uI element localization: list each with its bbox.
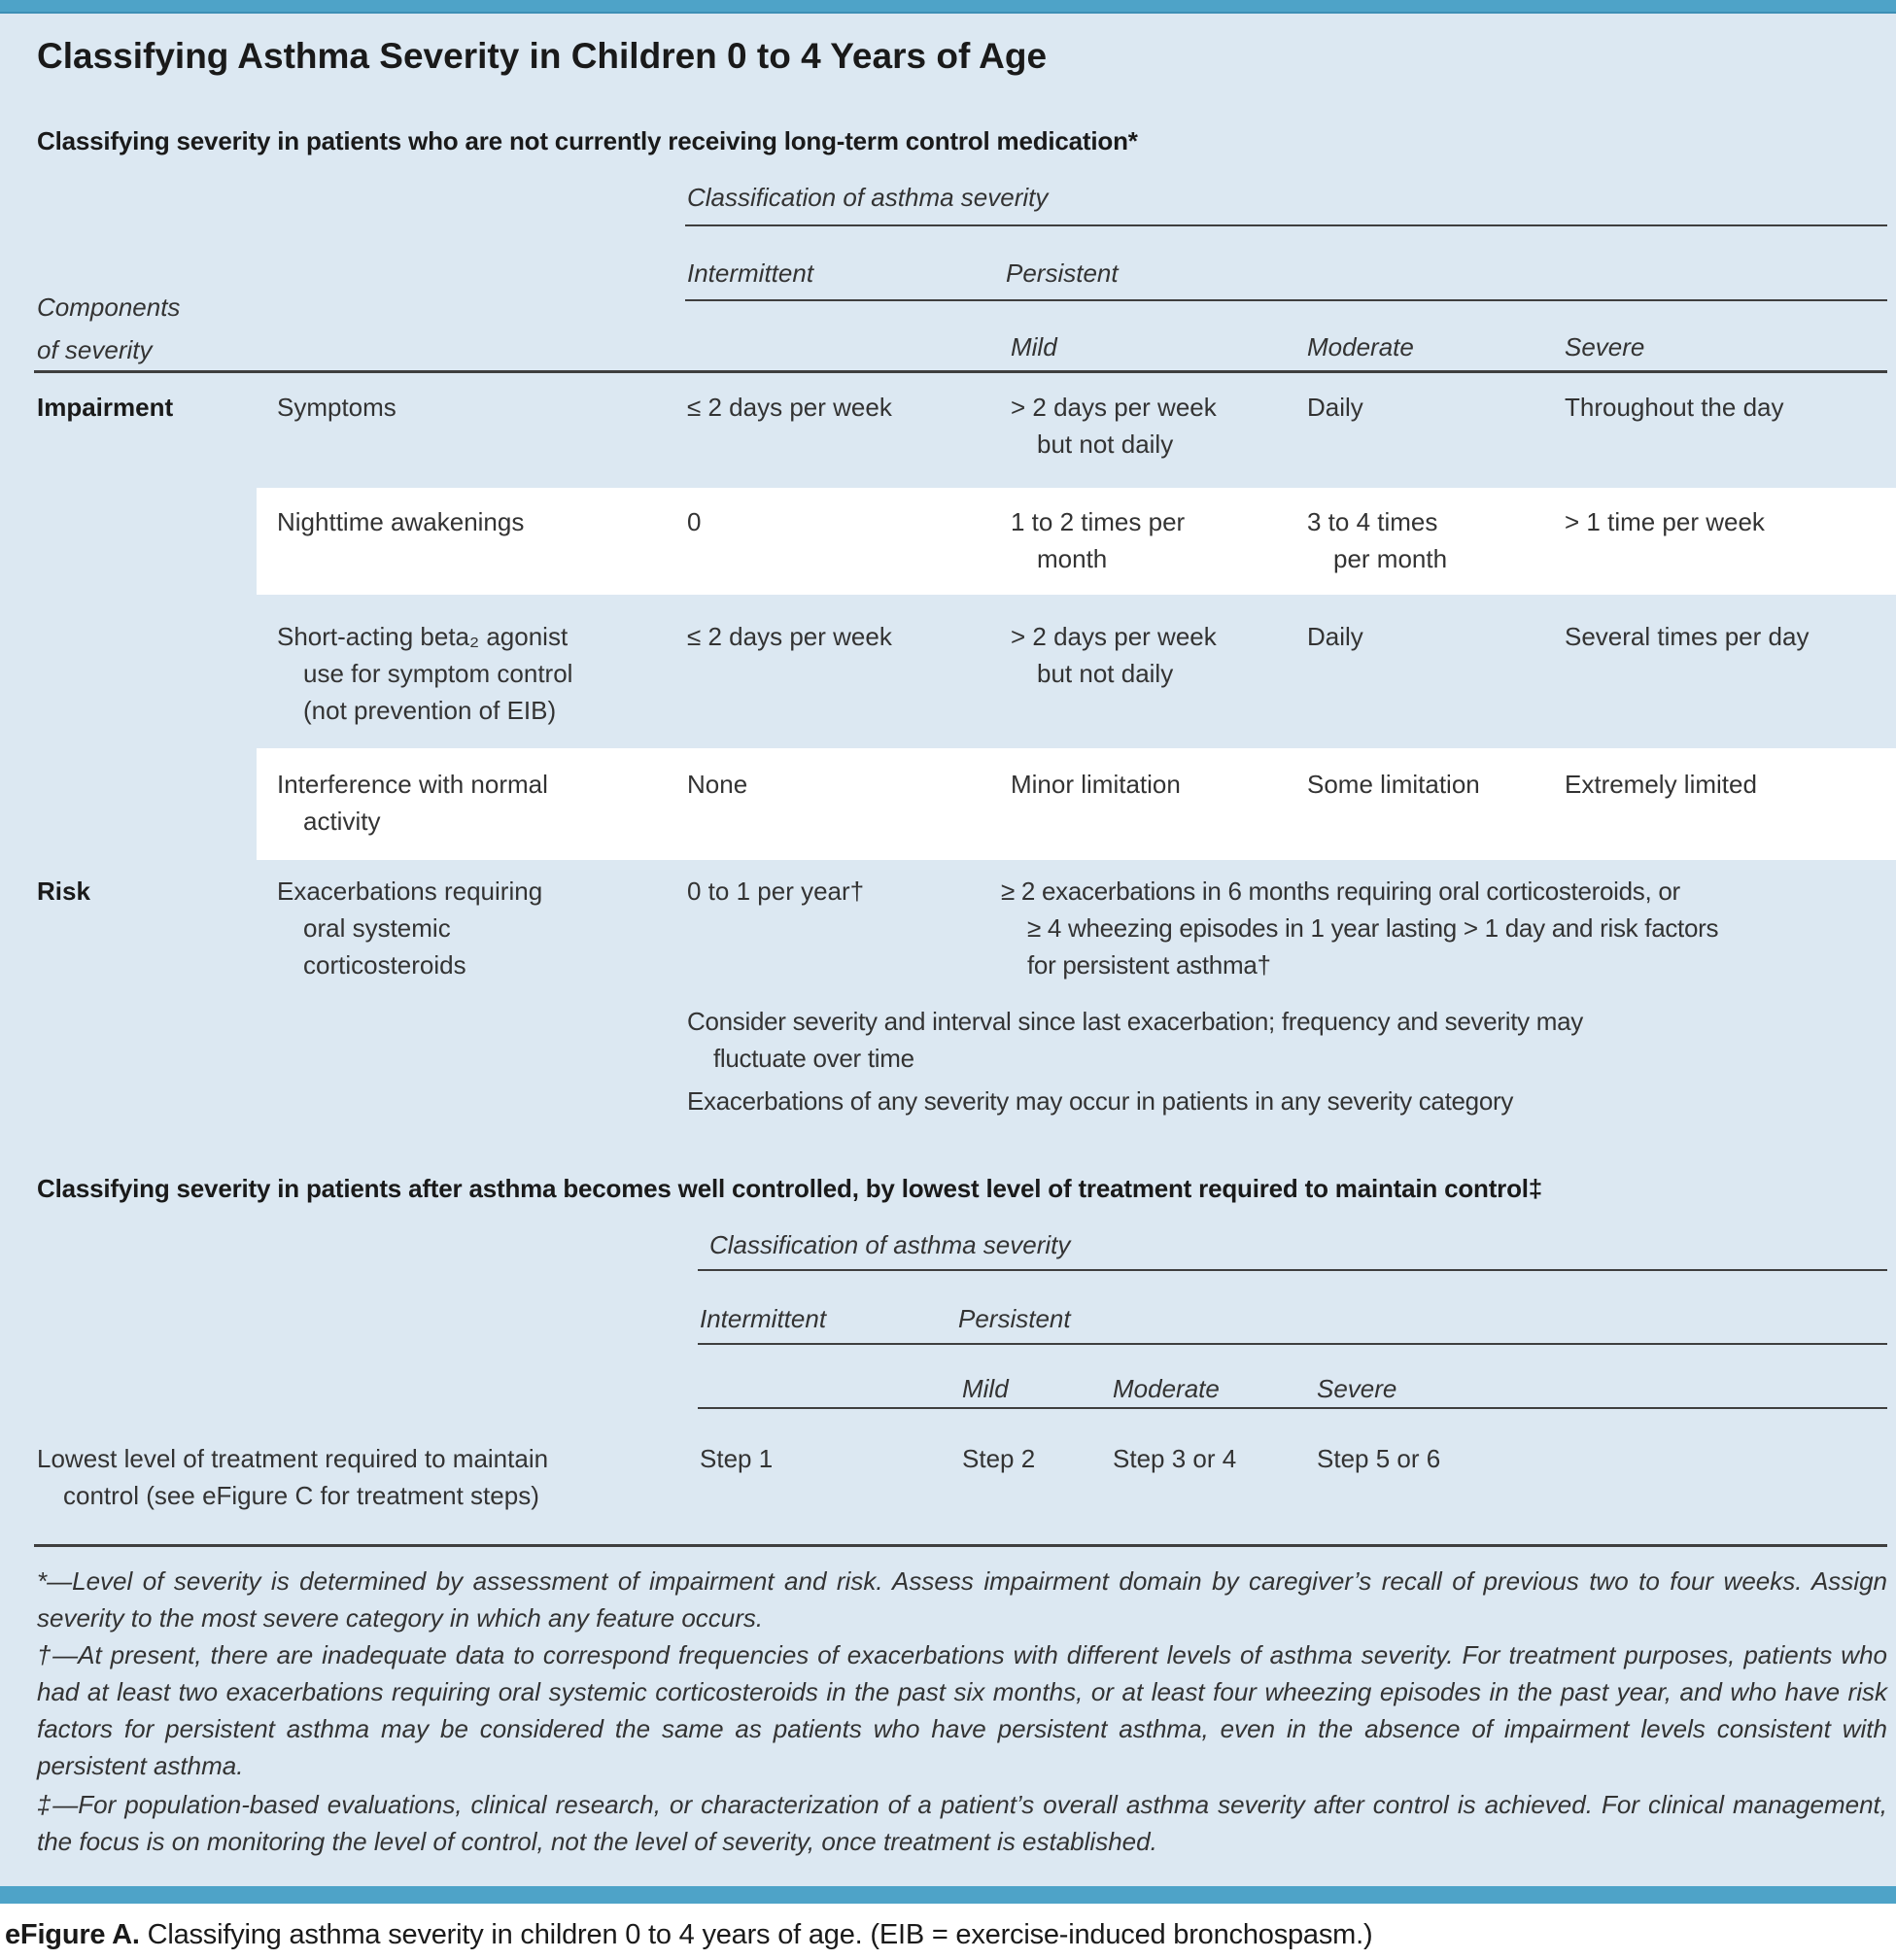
table1-col-moderate: Moderate bbox=[1307, 332, 1414, 361]
figure-caption-text: Classifying asthma severity in children … bbox=[139, 1919, 1373, 1950]
table1-components-label: Components of severity bbox=[37, 292, 181, 364]
row-interference-label: Interference with normal activity bbox=[277, 770, 548, 836]
table2-col-mild: Mild bbox=[962, 1374, 1009, 1403]
footnote-double-dagger: ‡—For population-based evaluations, clin… bbox=[37, 1790, 1887, 1856]
table1-rule-2 bbox=[685, 299, 1887, 301]
row-exacerbations-intermittent: 0 to 1 per year† bbox=[687, 877, 865, 906]
row-band-nighttime bbox=[257, 488, 1896, 595]
figure-caption: eFigure A. Classifying asthma severity i… bbox=[5, 1916, 1373, 1953]
treatment-row-label: Lowest level of treatment required to ma… bbox=[37, 1444, 549, 1510]
table1-col-intermittent: Intermittent bbox=[687, 258, 814, 288]
treatment-moderate: Step 3 or 4 bbox=[1113, 1444, 1237, 1473]
section1-heading: Classifying severity in patients who are… bbox=[37, 126, 1138, 155]
section2-heading: Classifying severity in patients after a… bbox=[37, 1174, 1543, 1203]
table2-header-rule bbox=[698, 1407, 1887, 1409]
bottom-accent-bar bbox=[0, 1886, 1896, 1904]
row-nighttime-moderate: 3 to 4 times per month bbox=[1307, 507, 1448, 573]
figure-panel bbox=[0, 14, 1896, 1886]
row-saba-moderate: Daily bbox=[1307, 622, 1363, 651]
risk-note-2: Exacerbations of any severity may occur … bbox=[687, 1086, 1514, 1116]
row-saba-mild: > 2 days per week but not daily bbox=[1011, 622, 1217, 688]
table1-col-severe: Severe bbox=[1565, 332, 1645, 361]
treatment-intermittent: Step 1 bbox=[700, 1444, 774, 1473]
footnote-dagger: †—At present, there are inadequate data … bbox=[37, 1640, 1887, 1780]
row-interference-intermittent: None bbox=[687, 770, 748, 799]
top-accent-bar bbox=[0, 0, 1896, 14]
row-nighttime-label: Nighttime awakenings bbox=[277, 507, 525, 536]
row-exacerbations-label: Exacerbations requiring oral systemic co… bbox=[277, 877, 543, 980]
row-saba-severe: Several times per day bbox=[1565, 622, 1810, 651]
row-saba-label: Short-acting beta₂ agonist use for sympt… bbox=[277, 622, 573, 725]
row-band-interference bbox=[257, 748, 1896, 860]
row-nighttime-mild: 1 to 2 times per month bbox=[1011, 507, 1186, 573]
table2-col-persistent: Persistent bbox=[958, 1304, 1071, 1333]
risk-note-1: Consider severity and interval since las… bbox=[687, 1007, 1583, 1073]
treatment-mild: Step 2 bbox=[962, 1444, 1036, 1473]
row-symptoms-label: Symptoms bbox=[277, 393, 396, 422]
row-symptoms-intermittent: ≤ 2 days per week bbox=[687, 393, 892, 422]
table2-col-moderate: Moderate bbox=[1113, 1374, 1220, 1403]
row-exacerbations-persistent: ≥ 2 exacerbations in 6 months requiring … bbox=[1001, 877, 1719, 980]
row-group-risk: Risk bbox=[37, 877, 90, 906]
row-interference-mild: Minor limitation bbox=[1011, 770, 1181, 799]
table2-classification-header: Classification of asthma severity bbox=[709, 1230, 1071, 1259]
table2-rule-1 bbox=[698, 1269, 1887, 1271]
row-nighttime-intermittent: 0 bbox=[687, 507, 702, 536]
footnote-star: *—Level of severity is determined by ass… bbox=[37, 1566, 1887, 1633]
row-nighttime-severe: > 1 time per week bbox=[1565, 507, 1765, 536]
row-symptoms-mild: > 2 days per week but not daily bbox=[1011, 393, 1217, 459]
figure-caption-label: eFigure A. bbox=[5, 1919, 140, 1950]
table1-header-rule bbox=[34, 370, 1887, 373]
table1-col-persistent: Persistent bbox=[1006, 258, 1119, 288]
table1-col-mild: Mild bbox=[1011, 332, 1057, 361]
row-interference-moderate: Some limitation bbox=[1307, 770, 1480, 799]
table1-classification-header: Classification of asthma severity bbox=[687, 183, 1049, 212]
page-title: Classifying Asthma Severity in Children … bbox=[37, 36, 1048, 76]
row-symptoms-moderate: Daily bbox=[1307, 393, 1363, 422]
row-group-impairment: Impairment bbox=[37, 393, 174, 422]
footnote-rule bbox=[34, 1544, 1887, 1547]
treatment-severe: Step 5 or 6 bbox=[1317, 1444, 1441, 1473]
row-saba-intermittent: ≤ 2 days per week bbox=[687, 622, 892, 651]
row-symptoms-severe: Throughout the day bbox=[1565, 393, 1784, 422]
table2-rule-2 bbox=[698, 1343, 1887, 1345]
table2-col-severe: Severe bbox=[1317, 1374, 1397, 1403]
table2-col-intermittent: Intermittent bbox=[700, 1304, 827, 1333]
table1-rule-1 bbox=[685, 224, 1887, 226]
row-interference-severe: Extremely limited bbox=[1565, 770, 1757, 799]
